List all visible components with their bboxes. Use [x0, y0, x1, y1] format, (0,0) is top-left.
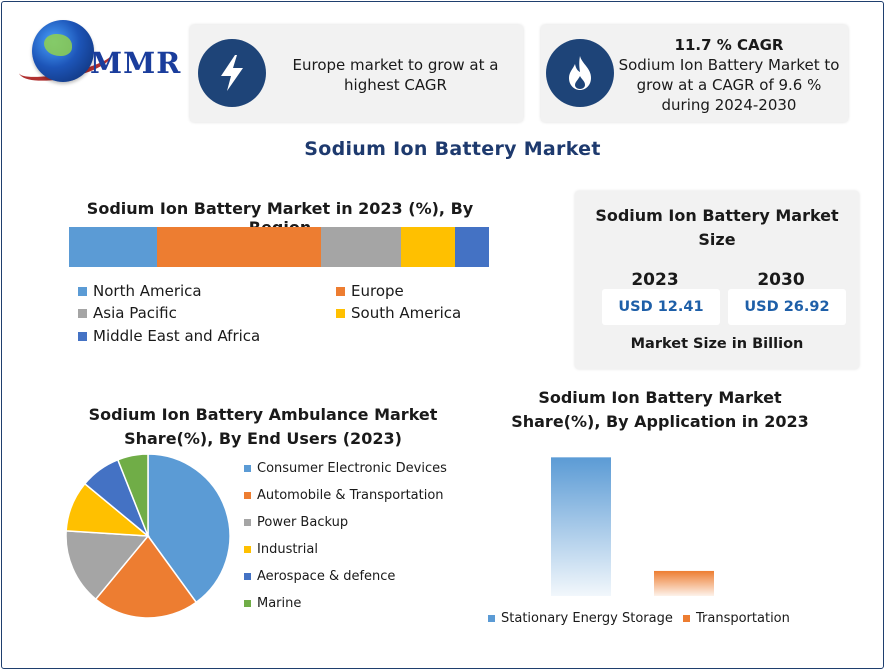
legend-swatch — [244, 546, 251, 553]
logo-text: MMR — [90, 46, 182, 80]
legend-label: Industrial — [257, 542, 318, 557]
legend-label: Europe — [351, 282, 404, 300]
pie-slice-automobile-transportation — [94, 534, 198, 619]
enduser-legend-item: Industrial — [244, 542, 318, 557]
legend-label: South America — [351, 304, 462, 322]
region-legend-item: South America — [336, 304, 461, 322]
application-bar-chart — [551, 457, 714, 596]
legend-swatch — [78, 308, 87, 318]
enduser-legend-item: Power Backup — [244, 515, 348, 530]
europe-callout: Europe market to grow at a highest CAGR — [190, 25, 523, 122]
legend-label: Automobile & Transportation — [257, 488, 444, 503]
value-2023: USD 12.41 — [602, 289, 720, 325]
legend-swatch — [336, 286, 345, 296]
legend-label: Middle East and Africa — [93, 327, 261, 345]
market-size-title: Sodium Ion Battery Market Size — [595, 206, 839, 249]
legend-swatch — [78, 331, 87, 341]
main-title: Sodium Ion Battery Market — [304, 138, 601, 160]
legend-swatch — [244, 519, 251, 526]
pie-slice-consumer-electronic-devices — [147, 453, 231, 604]
pie-slice-power-backup — [65, 530, 150, 601]
legend-label: Power Backup — [257, 515, 349, 530]
enduser-legend-item: Marine — [244, 596, 301, 611]
year-2030: 2030 — [757, 270, 805, 290]
region-bar-segment-middle-east-and-africa — [455, 227, 489, 267]
legend-label: Aerospace & defence — [257, 569, 396, 584]
legend-label: North America — [93, 282, 202, 300]
mmr-logo: MMR — [15, 18, 183, 88]
application-legend-item: Transportation — [683, 611, 790, 626]
flame-icon — [546, 39, 614, 107]
region-bar-segment-north-america — [69, 227, 158, 267]
enduser-legend-item: Consumer Electronic Devices — [244, 461, 447, 476]
region-bar-segment-south-america — [400, 227, 456, 267]
enduser-pie-chart — [65, 453, 231, 619]
value-2030: USD 26.92 — [728, 289, 846, 325]
app-bar-stationary-energy-storage — [551, 457, 611, 596]
legend-swatch — [244, 573, 251, 580]
cagr-callout: 11.7 % CAGR Sodium Ion Battery Market to… — [541, 25, 848, 122]
region-legend-item: Middle East and Africa — [78, 327, 260, 345]
market-size-note: Market Size in Billion — [630, 336, 804, 352]
legend-swatch — [488, 615, 495, 622]
legend-label: Stationary Energy Storage — [501, 611, 673, 626]
region-bar-segment-asia-pacific — [320, 227, 401, 267]
legend-swatch — [78, 286, 87, 296]
lightning-icon — [198, 39, 266, 107]
europe-callout-text: Europe market to grow at a highest CAGR — [292, 56, 499, 94]
region-legend-item: Asia Pacific — [78, 304, 177, 322]
pie-slice-marine — [116, 453, 149, 537]
legend-label: Asia Pacific — [93, 304, 177, 322]
legend-label: Marine — [257, 596, 302, 611]
legend-label: Consumer Electronic Devices — [257, 461, 447, 476]
legend-swatch — [244, 600, 251, 607]
legend-swatch — [244, 492, 251, 499]
market-size-panel: Sodium Ion Battery Market Size 2023 2030… — [575, 191, 859, 369]
region-bar-segment-europe — [157, 227, 321, 267]
enduser-legend-item: Aerospace & defence — [244, 569, 395, 584]
cagr-callout-text: Sodium Ion Battery Market to grow at a C… — [618, 56, 840, 114]
legend-label: Transportation — [696, 611, 790, 626]
region-legend-item: Europe — [336, 282, 404, 300]
legend-swatch — [244, 465, 251, 472]
enduser-legend-item: Automobile & Transportation — [244, 488, 444, 503]
application-chart-title: Sodium Ion Battery Market Share(%), By A… — [511, 388, 809, 431]
application-legend-item: Stationary Energy Storage — [488, 611, 673, 626]
region-stacked-bar — [69, 227, 489, 267]
enduser-chart-title: Sodium Ion Battery Ambulance Market Shar… — [88, 405, 438, 448]
region-legend-item: North America — [78, 282, 202, 300]
globe-icon — [32, 20, 94, 82]
cagr-headline: 11.7 % CAGR — [674, 36, 784, 54]
legend-swatch — [683, 615, 690, 622]
app-bar-transportation — [654, 570, 714, 596]
legend-swatch — [336, 308, 345, 318]
year-2023: 2023 — [631, 270, 679, 290]
